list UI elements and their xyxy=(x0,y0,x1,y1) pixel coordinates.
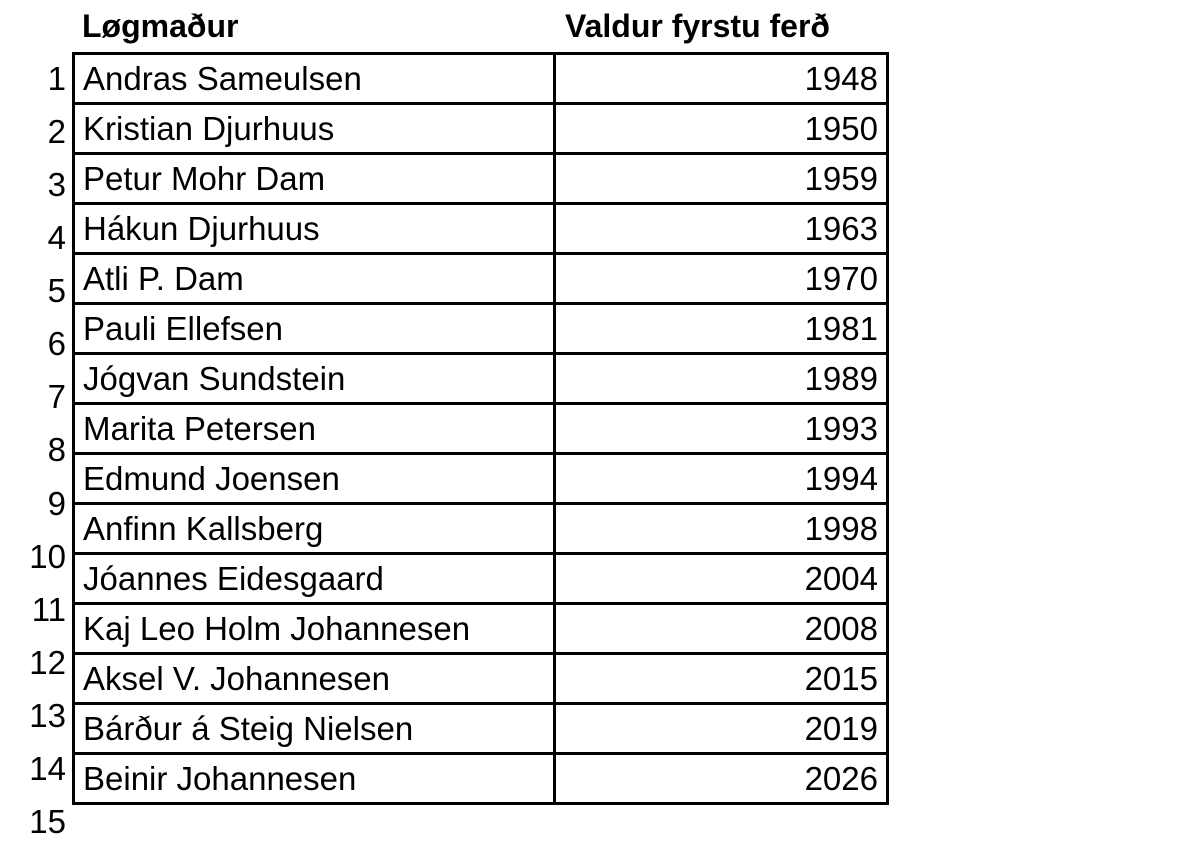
row-number: 11 xyxy=(31,590,66,628)
header-year: Valdur fyrstu ferð xyxy=(565,8,830,44)
cell-year: 1993 xyxy=(553,402,889,455)
row-number: 9 xyxy=(47,484,66,522)
table-row: Beinir Johannesen 2026 xyxy=(72,752,889,805)
data-table: Andras Sameulsen 1948 Kristian Djurhuus 195… xyxy=(72,52,889,805)
cell-year: 2015 xyxy=(553,652,889,705)
table-row: Andras Sameulsen 1948 xyxy=(72,52,889,105)
table-row: Bárður á Steig Nielsen 2019 xyxy=(72,702,889,755)
cell-year: 1959 xyxy=(553,152,889,205)
cell-year: 1950 xyxy=(553,102,889,155)
table-row: Marita Petersen 1993 xyxy=(72,402,889,455)
table-row: Atli P. Dam 1970 xyxy=(72,252,889,305)
row-number: 8 xyxy=(47,431,66,469)
cell-name: Edmund Joensen xyxy=(72,452,556,505)
cell-name: Atli P. Dam xyxy=(72,252,556,305)
row-number: 3 xyxy=(47,166,66,204)
cell-year: 1970 xyxy=(553,252,889,305)
cell-year: 1981 xyxy=(553,302,889,355)
cell-name: Jóannes Eidesgaard xyxy=(72,552,556,605)
row-number: 1 xyxy=(47,60,66,97)
row-numbers: 1 2 3 4 5 6 7 8 9 10 11 12 13 14 15 xyxy=(0,52,66,848)
row-number: 6 xyxy=(47,325,66,363)
table-row: Kristian Djurhuus 1950 xyxy=(72,102,889,155)
cell-name: Bárður á Steig Nielsen xyxy=(72,702,556,755)
table-row: Petur Mohr Dam 1959 xyxy=(72,152,889,205)
row-number: 5 xyxy=(47,272,66,310)
cell-name: Pauli Ellefsen xyxy=(72,302,556,355)
cell-year: 2019 xyxy=(553,702,889,755)
table-row: Jógvan Sundstein 1989 xyxy=(72,352,889,405)
row-number: 2 xyxy=(47,113,66,151)
cell-year: 1994 xyxy=(553,452,889,505)
cell-name: Anfinn Kallsberg xyxy=(72,502,556,555)
cell-name: Marita Petersen xyxy=(72,402,556,455)
table-row: Anfinn Kallsberg 1998 xyxy=(72,502,889,555)
table-row: Edmund Joensen 1994 xyxy=(72,452,889,505)
cell-name: Kristian Djurhuus xyxy=(72,102,556,155)
table-row: Kaj Leo Holm Johannesen 2008 xyxy=(72,602,889,655)
cell-year: 1998 xyxy=(553,502,889,555)
cell-name: Jógvan Sundstein xyxy=(72,352,556,405)
cell-name: Andras Sameulsen xyxy=(72,52,556,105)
cell-year: 2008 xyxy=(553,602,889,655)
cell-name: Kaj Leo Holm Johannesen xyxy=(72,602,556,655)
row-number: 13 xyxy=(29,696,66,734)
table-row: Pauli Ellefsen 1981 xyxy=(72,302,889,355)
header-name: Løgmaður xyxy=(82,8,239,44)
cell-year: 2026 xyxy=(553,752,889,805)
cell-name: Petur Mohr Dam xyxy=(72,152,556,205)
cell-name: Beinir Johannesen xyxy=(72,752,556,805)
cell-year: 1963 xyxy=(553,202,889,255)
table-row: Aksel V. Johannesen 2015 xyxy=(72,652,889,705)
row-number: 12 xyxy=(29,643,66,681)
table-row: Hákun Djurhuus 1963 xyxy=(72,202,889,255)
row-number: 10 xyxy=(29,537,66,575)
cell-year: 1948 xyxy=(553,52,889,105)
row-number: 15 xyxy=(29,802,66,840)
row-number: 4 xyxy=(47,219,66,257)
row-number: 7 xyxy=(47,378,66,416)
cell-year: 2004 xyxy=(553,552,889,605)
cell-name: Hákun Djurhuus xyxy=(72,202,556,255)
row-number: 14 xyxy=(29,749,66,787)
table-row: Jóannes Eidesgaard 2004 xyxy=(72,552,889,605)
cell-name: Aksel V. Johannesen xyxy=(72,652,556,705)
cell-year: 1989 xyxy=(553,352,889,405)
